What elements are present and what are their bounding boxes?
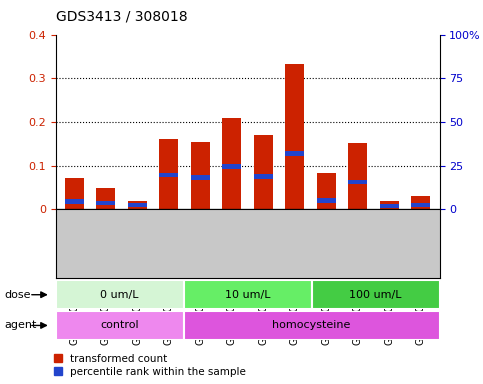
Bar: [128, 202, 147, 209]
Bar: [128, 203, 147, 207]
Text: dose: dose: [5, 290, 31, 300]
Bar: [56, 280, 184, 309]
Text: homocysteine: homocysteine: [272, 320, 351, 331]
Bar: [184, 311, 440, 340]
Bar: [56, 311, 184, 340]
Bar: [411, 203, 430, 207]
Bar: [348, 143, 367, 209]
Bar: [65, 199, 84, 204]
Bar: [254, 174, 273, 179]
Bar: [97, 200, 115, 205]
Bar: [317, 174, 336, 209]
Bar: [159, 139, 178, 209]
Bar: [97, 188, 115, 209]
Bar: [159, 173, 178, 177]
Bar: [348, 180, 367, 184]
Bar: [317, 199, 336, 203]
Bar: [411, 196, 430, 209]
Bar: [285, 64, 304, 209]
Bar: [380, 200, 398, 209]
Text: 100 um/L: 100 um/L: [349, 290, 402, 300]
Text: 0 um/L: 0 um/L: [100, 290, 139, 300]
Bar: [312, 280, 440, 309]
Bar: [285, 151, 304, 156]
Text: 10 um/L: 10 um/L: [225, 290, 270, 300]
Bar: [65, 178, 84, 209]
Text: agent: agent: [5, 320, 37, 331]
Bar: [254, 135, 273, 209]
Bar: [191, 175, 210, 180]
Bar: [222, 118, 241, 209]
Text: GDS3413 / 308018: GDS3413 / 308018: [56, 9, 187, 23]
Legend: transformed count, percentile rank within the sample: transformed count, percentile rank withi…: [54, 354, 246, 377]
Bar: [380, 204, 398, 208]
Bar: [184, 280, 312, 309]
Bar: [191, 142, 210, 209]
Bar: [222, 164, 241, 169]
Text: control: control: [100, 320, 139, 331]
